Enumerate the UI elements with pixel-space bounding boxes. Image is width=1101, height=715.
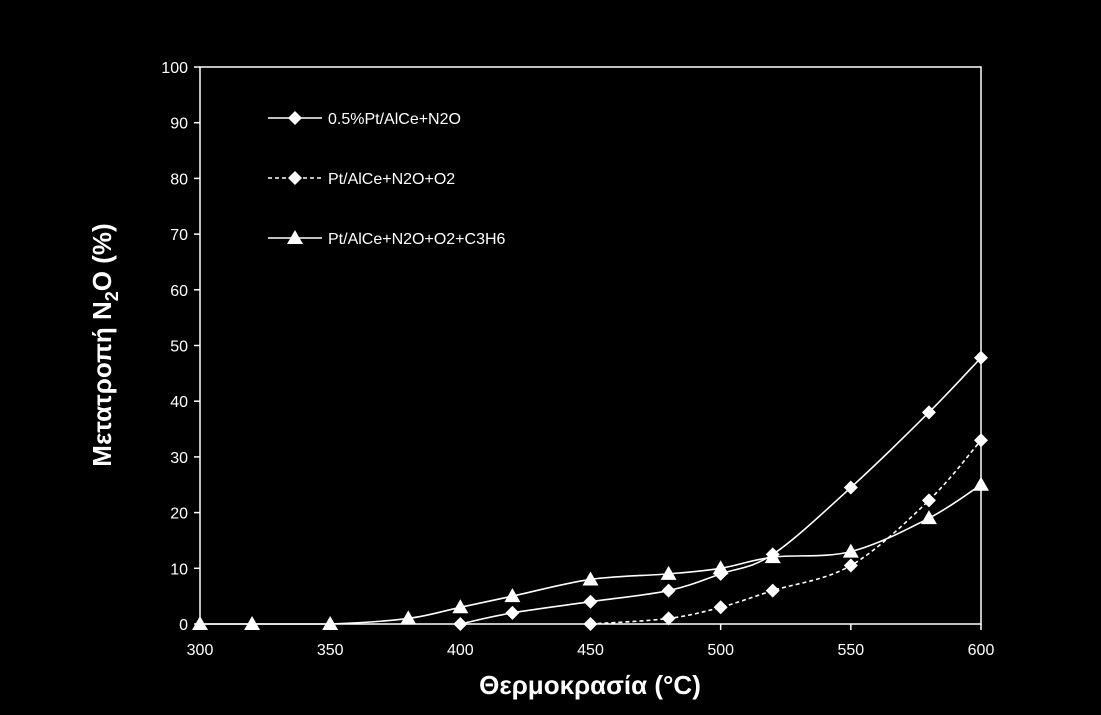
legend-label-1: 0.5%Pt/AlCe+N2O: [328, 111, 461, 128]
series-2-point: [974, 433, 988, 448]
plot-area-frame: [199, 66, 982, 625]
y-tick-label: 100: [161, 60, 188, 77]
series-line-1: [460, 357, 982, 625]
series-2-point: [713, 600, 728, 615]
series-1-point: [843, 480, 858, 495]
series-3-point: [322, 616, 339, 630]
series-1-point: [974, 350, 988, 365]
series-markers: [192, 350, 989, 631]
legend: 0.5%Pt/AlCe+N2O Pt/AlCe+N2O+O2 Pt/AlCe+N2O…: [268, 111, 506, 248]
y-axis-ticks: 0 10 20 30 40 50 60 70 80 90 100: [161, 60, 200, 634]
legend-marker-1: [288, 111, 302, 125]
legend-label-3: Pt/AlCe+N2O+O2+C3H6: [328, 231, 506, 248]
y-tick-label: 40: [170, 394, 188, 411]
x-tick-label: 350: [317, 642, 344, 659]
legend-marker-3: [287, 230, 303, 244]
series-1-point: [661, 583, 676, 598]
legend-marker-2: [288, 171, 302, 185]
series-line-2: [590, 439, 982, 625]
series-1-point: [453, 617, 468, 631]
series-1-point: [505, 605, 520, 620]
series-3-point: [244, 616, 261, 630]
series-1-point: [921, 405, 936, 420]
series-2-point: [921, 493, 936, 508]
series-3-point: [920, 510, 937, 525]
series-3-point: [192, 616, 208, 630]
x-tick-label: 500: [707, 642, 734, 659]
series-3-point: [764, 549, 781, 564]
series-3-point: [582, 571, 599, 586]
series-3-point: [712, 560, 729, 575]
x-tick-label: 300: [187, 642, 214, 659]
legend-label-2: Pt/AlCe+N2O+O2: [328, 171, 455, 188]
y-tick-label: 10: [170, 561, 188, 578]
series-2-point: [583, 617, 598, 631]
y-axis-title-part-2: O (%): [87, 223, 117, 291]
series-2-point: [765, 583, 780, 598]
series-3-point: [504, 588, 521, 603]
x-tick-label: 600: [968, 642, 995, 659]
y-axis-title-part-1: Μετατροπή N: [87, 301, 117, 467]
y-tick-label: 90: [170, 116, 188, 133]
x-tick-label: 400: [447, 642, 474, 659]
x-axis-title: Θερμοκρασία (°C): [479, 670, 701, 700]
y-tick-label: 20: [170, 506, 188, 523]
y-tick-label: 80: [170, 171, 188, 188]
series-3-point: [660, 565, 677, 580]
y-tick-label: 50: [170, 339, 188, 356]
y-tick-label: 60: [170, 283, 188, 300]
series-3-point: [400, 610, 417, 625]
series-3-point: [973, 476, 989, 491]
y-tick-label: 70: [170, 227, 188, 244]
series-2-point: [661, 611, 676, 626]
x-tick-label: 450: [577, 642, 604, 659]
x-axis-ticks: 300 350 400 450 500 550 600: [187, 624, 995, 659]
series-2-point: [843, 558, 858, 573]
y-tick-label: 0: [179, 617, 188, 634]
series-3-point: [452, 599, 469, 614]
series-1-point: [583, 594, 598, 609]
y-tick-label: 30: [170, 450, 188, 467]
y-axis-title-subscript: 2: [102, 291, 122, 301]
x-tick-label: 550: [837, 642, 864, 659]
y-axis-title: Μετατροπή N2O (%): [87, 223, 122, 466]
series-3-point: [842, 543, 859, 558]
